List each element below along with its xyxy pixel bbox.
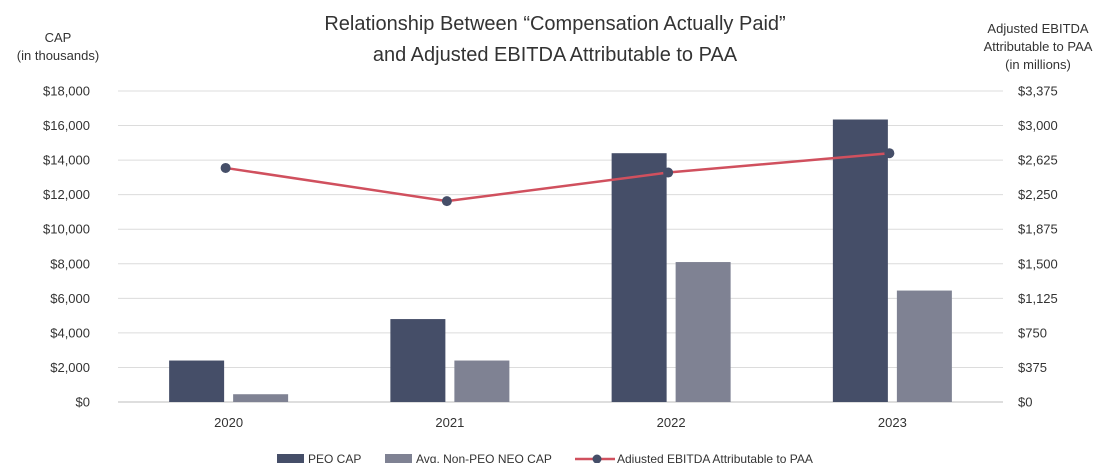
bar-avg-non-peo-neo-cap: [675, 262, 731, 402]
legend-label-adjusted-ebitda: Adjusted EBITDA Attributable to PAA: [617, 452, 813, 463]
left-tick-label: $14,000: [43, 153, 90, 168]
ebitda-point: [663, 167, 674, 178]
x-tick-label: 2022: [657, 415, 686, 430]
right-tick-label: $1,125: [1018, 291, 1058, 306]
ebitda-point: [441, 196, 452, 207]
bar-avg-non-peo-neo-cap: [233, 394, 289, 402]
right-tick-label: $2,250: [1018, 187, 1058, 202]
x-tick-label: 2023: [878, 415, 907, 430]
left-tick-label: $16,000: [43, 118, 90, 133]
right-tick-label: $1,500: [1018, 256, 1058, 271]
right-tick-label: $2,625: [1018, 153, 1058, 168]
bar-peo-cap: [390, 319, 446, 402]
bar-avg-non-peo-neo-cap: [454, 360, 510, 402]
ebitda-line: [225, 151, 890, 203]
legend-marker-adjusted-ebitda: [592, 454, 602, 463]
left-tick-label: $12,000: [43, 187, 90, 202]
legend: PEO CAP Avg. Non-PEO NEO CAP Adjusted EB…: [277, 452, 813, 463]
right-tick-label: $0: [1018, 395, 1032, 410]
bar-peo-cap: [169, 360, 225, 402]
right-tick-label: $3,000: [1018, 118, 1058, 133]
legend-swatch-avg-non-peo-neo-cap: [385, 454, 412, 463]
right-tick-label: $3,375: [1018, 84, 1058, 99]
left-axis-label-line-1: CAP: [45, 30, 72, 45]
x-tick-label: 2020: [214, 415, 243, 430]
chart-title-line-1: Relationship Between “Compensation Actua…: [324, 13, 785, 35]
right-axis-label-line-3: (in millions): [1005, 57, 1071, 72]
right-axis-label-line-1: Adjusted EBITDA: [987, 21, 1088, 36]
bar-avg-non-peo-neo-cap: [896, 290, 952, 402]
left-tick-label: $8,000: [50, 256, 90, 271]
right-tick-label: $1,875: [1018, 222, 1058, 237]
bar-peo-cap: [611, 153, 667, 402]
ebitda-line-series: [220, 148, 895, 207]
x-tick-label: 2021: [435, 415, 464, 430]
ebitda-point: [884, 148, 895, 159]
left-tick-label: $2,000: [50, 360, 90, 375]
left-tick-label: $18,000: [43, 84, 90, 99]
left-axis-label-line-2: (in thousands): [17, 48, 99, 63]
axes: $0 $2,000 $4,000 $6,000 $8,000 $10,000 $12,000…: [43, 84, 1058, 431]
left-tick-label: $10,000: [43, 222, 90, 237]
gridlines: [118, 90, 1003, 403]
legend-label-avg-non-peo-neo-cap: Avg. Non-PEO NEO CAP: [416, 452, 552, 463]
bar-peo-cap: [832, 119, 888, 402]
legend-label-peo-cap: PEO CAP: [308, 452, 361, 463]
right-tick-label: $375: [1018, 360, 1047, 375]
chart-title-line-2: and Adjusted EBITDA Attributable to PAA: [373, 44, 738, 66]
right-axis-label-line-2: Attributable to PAA: [984, 39, 1093, 54]
right-tick-label: $750: [1018, 325, 1047, 340]
left-tick-label: $6,000: [50, 291, 90, 306]
legend-swatch-peo-cap: [277, 454, 304, 463]
left-tick-label: $4,000: [50, 325, 90, 340]
left-tick-label: $0: [76, 395, 90, 410]
bars: [169, 119, 952, 402]
ebitda-point: [220, 162, 231, 173]
